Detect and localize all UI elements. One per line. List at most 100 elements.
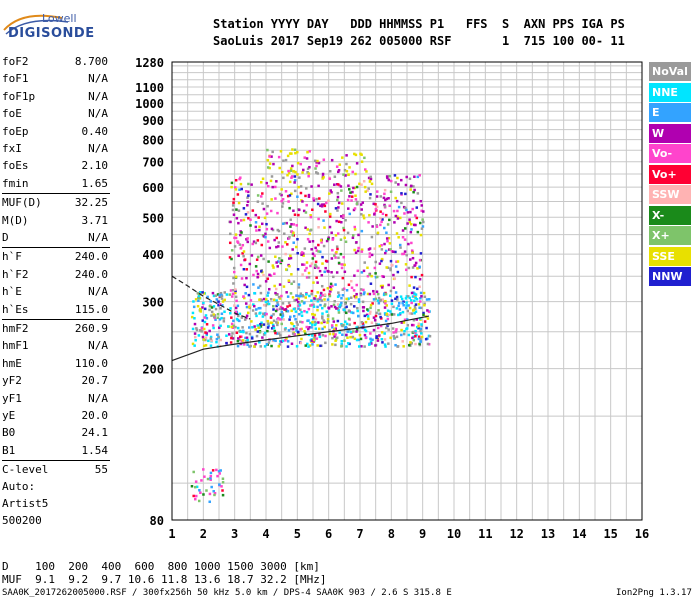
echo-point: [379, 315, 382, 319]
echo-point: [211, 291, 215, 295]
echo-point: [368, 292, 372, 296]
echo-point: [191, 311, 195, 315]
echo-point: [312, 305, 316, 308]
echo-point: [296, 173, 299, 176]
echo-point: [353, 152, 356, 156]
echo-point: [399, 295, 403, 298]
echo-point: [307, 276, 311, 279]
echo-point: [272, 305, 275, 308]
echo-point: [374, 344, 377, 347]
echo-point: [313, 334, 317, 337]
echo-point: [377, 302, 381, 305]
echo-point: [290, 192, 293, 196]
echo-point: [285, 337, 288, 340]
echo-point: [369, 332, 372, 335]
echo-point: [290, 282, 293, 286]
echo-point: [326, 298, 330, 301]
echo-point: [292, 209, 295, 213]
echo-point: [246, 196, 249, 199]
echo-point: [418, 174, 421, 177]
echo-point: [329, 282, 333, 286]
echo-point: [286, 305, 289, 308]
echo-point: [289, 218, 292, 221]
echo-point: [203, 475, 206, 478]
echo-point: [385, 231, 388, 234]
param-label: h`F: [2, 250, 22, 264]
echo-point: [305, 261, 309, 264]
echo-point: [314, 263, 317, 267]
echo-point: [288, 257, 291, 260]
echo-point: [287, 301, 291, 304]
echo-point: [288, 180, 292, 184]
echo-point: [190, 484, 194, 488]
echo-point: [394, 343, 397, 347]
echo-point: [416, 325, 419, 329]
param-label: h`Es: [2, 302, 29, 316]
echo-point: [230, 181, 234, 185]
echo-point: [236, 339, 240, 343]
echo-point: [423, 320, 427, 323]
echo-point: [276, 211, 279, 215]
echo-point: [327, 307, 331, 310]
echo-point: [407, 295, 410, 298]
echo-point: [369, 340, 373, 343]
echo-point: [334, 339, 337, 342]
echo-point: [307, 195, 311, 198]
echo-point: [383, 338, 387, 341]
echo-point: [292, 324, 296, 328]
echo-point: [278, 297, 282, 300]
echo-point: [389, 248, 392, 251]
echo-point: [215, 298, 219, 301]
echo-point: [334, 256, 337, 259]
param-separator: [2, 460, 110, 462]
echo-point: [417, 335, 421, 338]
echo-point: [202, 338, 206, 341]
echo-point: [270, 327, 274, 330]
echo-point: [328, 192, 331, 195]
echo-point: [334, 343, 337, 347]
echo-point: [375, 336, 378, 339]
echo-point: [288, 194, 292, 197]
echo-point: [288, 264, 291, 268]
echo-point: [355, 283, 358, 287]
echo-point: [276, 260, 280, 263]
echo-point: [201, 291, 204, 294]
echo-point: [358, 182, 361, 186]
echo-point: [234, 306, 238, 310]
echo-point: [262, 297, 266, 301]
footer-file-line: SAA0K_2017262005000.RSF / 300fx256h 50 k…: [2, 588, 452, 598]
echo-point: [302, 263, 306, 266]
echo-point: [345, 162, 348, 166]
echo-point: [316, 298, 319, 301]
echo-point: [410, 184, 413, 188]
echo-point: [396, 209, 399, 213]
echo-point: [352, 289, 356, 292]
echo-point: [205, 332, 209, 335]
echo-point: [271, 185, 274, 189]
echo-point: [248, 262, 252, 266]
param-row: foE N/A: [2, 107, 108, 123]
echo-point: [419, 296, 422, 300]
echo-point: [413, 175, 416, 178]
echo-point: [395, 295, 399, 299]
echo-point: [375, 275, 379, 279]
echo-point: [301, 320, 304, 324]
echo-point: [247, 194, 250, 197]
echo-point: [412, 330, 415, 334]
echo-point: [282, 285, 286, 288]
param-value: N/A: [88, 107, 108, 121]
echo-point: [332, 328, 336, 331]
echo-point: [208, 492, 212, 496]
echo-point: [394, 181, 397, 184]
param-label: fmin: [2, 176, 29, 190]
echo-point: [387, 328, 390, 331]
echo-point: [296, 268, 300, 271]
echo-point: [274, 309, 278, 313]
echo-point: [276, 228, 280, 232]
echo-point: [412, 190, 415, 194]
echo-point: [247, 217, 250, 220]
echo-point: [360, 213, 363, 216]
echo-point: [392, 334, 396, 338]
echo-point: [277, 345, 281, 348]
param-row: h`F 240.0: [2, 250, 108, 266]
